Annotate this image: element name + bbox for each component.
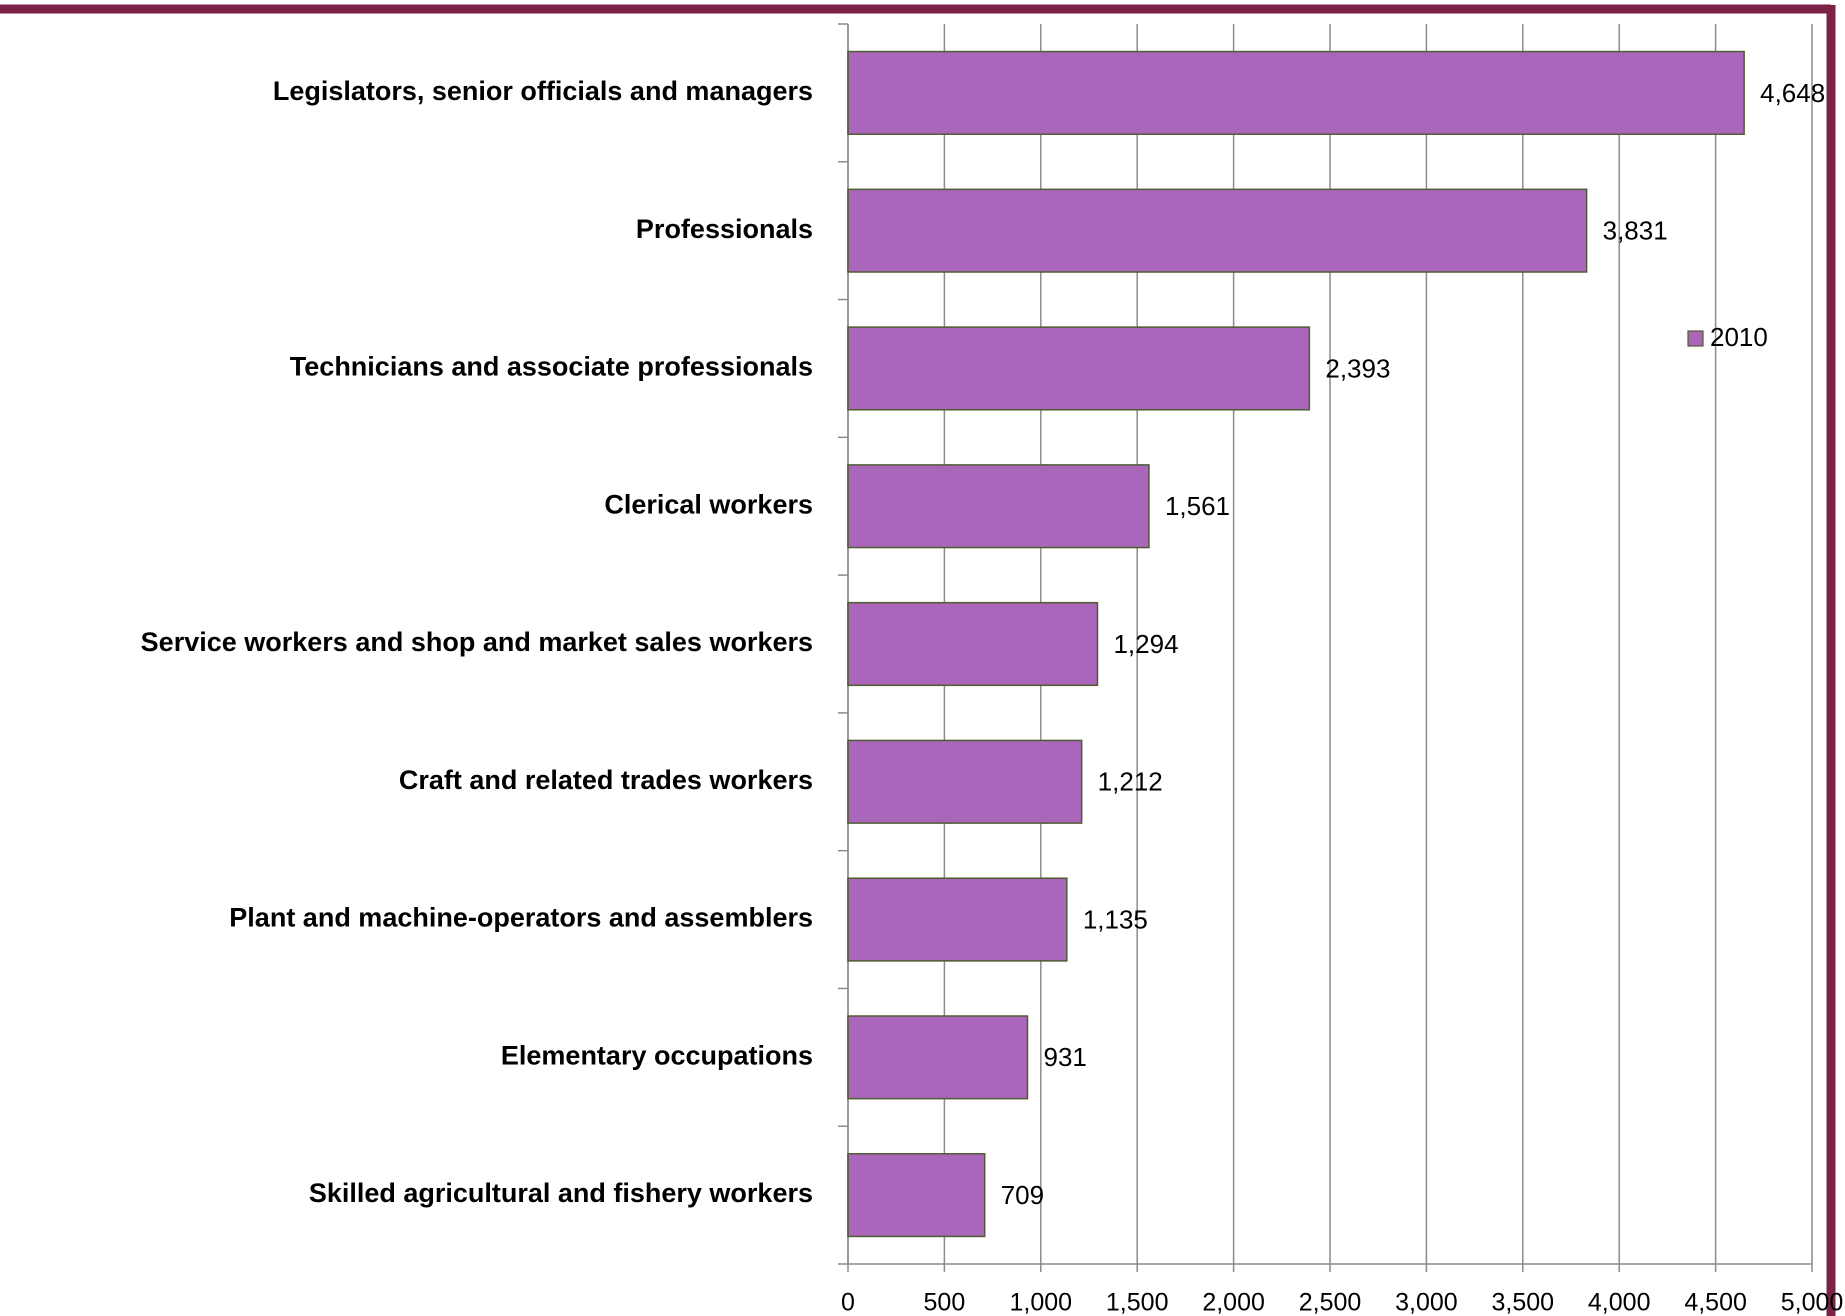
- bar: [847, 877, 1068, 962]
- data-label: 709: [1001, 1180, 1044, 1210]
- x-tick-label: 0: [841, 1289, 855, 1316]
- x-tick-label: 3,500: [1492, 1289, 1555, 1316]
- data-label: 1,212: [1098, 767, 1163, 797]
- data-label: 931: [1043, 1042, 1086, 1072]
- category-label: Skilled agricultural and fishery workers: [309, 1178, 813, 1208]
- bar: [847, 464, 1150, 549]
- x-tick-label: 500: [924, 1289, 966, 1316]
- category-label: Clerical workers: [604, 489, 813, 519]
- category-label: Professionals: [636, 214, 813, 244]
- bar: [847, 739, 1083, 824]
- category-label: Technicians and associate professionals: [290, 352, 813, 382]
- legend-label: 2010: [1710, 322, 1768, 352]
- bar: [847, 1015, 1029, 1100]
- bar: [847, 601, 1099, 687]
- data-label: 1,294: [1113, 629, 1178, 659]
- category-label: Plant and machine-operators and assemble…: [229, 903, 813, 933]
- data-label: 4,648: [1760, 78, 1825, 108]
- bar: [847, 1153, 986, 1238]
- x-tick-label: 4,000: [1588, 1289, 1651, 1316]
- x-tick-label: 1,000: [1010, 1289, 1073, 1316]
- data-label: 1,135: [1083, 904, 1148, 934]
- data-label: 3,831: [1603, 216, 1668, 246]
- bar: [847, 326, 1311, 411]
- x-tick-label: 2,000: [1202, 1289, 1265, 1316]
- x-tick-label: 3,000: [1395, 1289, 1458, 1316]
- legend-swatch: [1687, 330, 1704, 347]
- data-label: 1,561: [1165, 491, 1230, 521]
- category-label: Elementary occupations: [501, 1040, 813, 1070]
- bar: [847, 50, 1745, 135]
- x-tick-label: 2,500: [1299, 1289, 1362, 1316]
- data-label: 2,393: [1325, 353, 1390, 383]
- x-tick-label: 5,000: [1781, 1289, 1844, 1316]
- category-label: Legislators, senior officials and manage…: [273, 76, 813, 106]
- x-tick-label: 4,500: [1684, 1289, 1747, 1316]
- bar: [847, 188, 1588, 273]
- category-label: Craft and related trades workers: [399, 765, 813, 795]
- x-tick-label: 1,500: [1106, 1289, 1169, 1316]
- category-label: Service workers and shop and market sale…: [141, 627, 813, 657]
